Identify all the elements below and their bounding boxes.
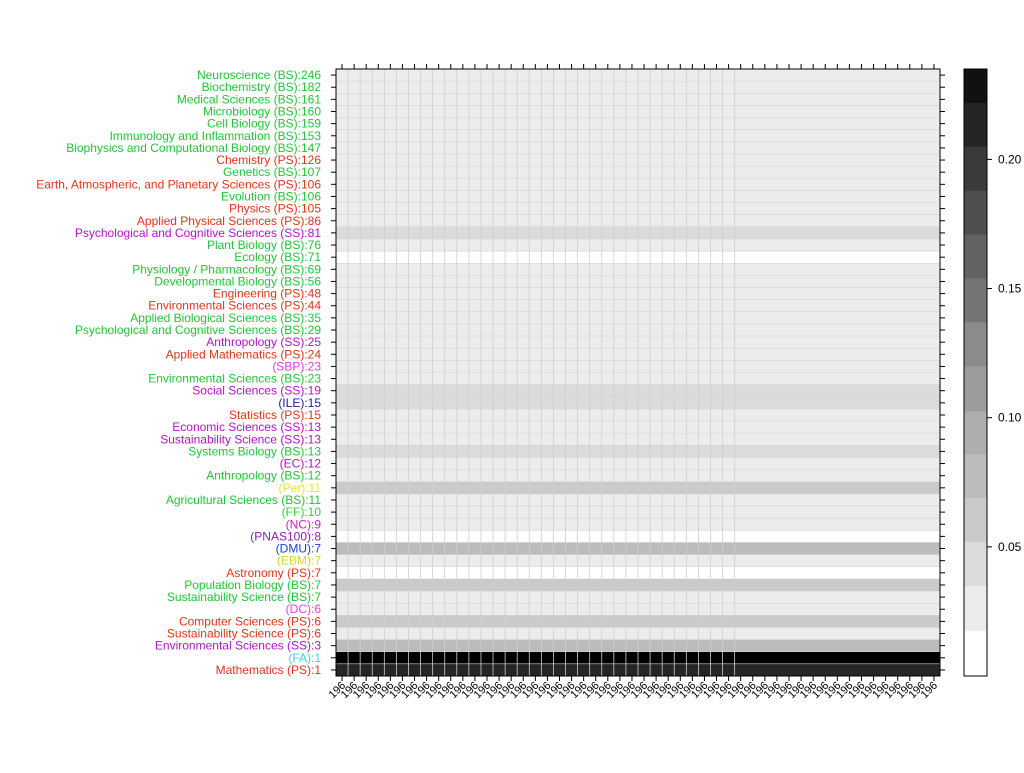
colorbar-bin <box>964 69 987 103</box>
colorbar-frame <box>963 68 988 677</box>
y-tick-label: Psychological and Cognitive Sciences (BS… <box>75 323 321 337</box>
colorbar-bin <box>964 278 987 323</box>
y-tick-label: Applied Biological Sciences (BS):35 <box>130 311 321 325</box>
colorbar-tick-label: 0.05 <box>998 540 1022 554</box>
y-tick-label: Physiology / Pharmacology (BS):69 <box>132 262 321 276</box>
y-tick-label: (FF):10 <box>282 505 322 519</box>
y-tick-label: Earth, Atmospheric, and Planetary Scienc… <box>36 177 321 191</box>
x-ticks <box>341 64 935 681</box>
x-labels: 1961961961961961961961961961961961961961… <box>327 680 940 701</box>
colorbar-bin <box>964 411 987 455</box>
y-tick-label: Developmental Biology (BS):56 <box>154 274 321 288</box>
y-tick-label: Environmental Sciences (SS):3 <box>155 639 321 653</box>
colorbar-bin <box>964 190 987 235</box>
colorbar-bin <box>964 234 987 279</box>
colorbar-tick-label: 0.15 <box>998 282 1022 296</box>
y-tick-label: Biochemistry (BS):182 <box>202 80 322 94</box>
plot-frame <box>335 68 941 677</box>
y-tick-label: Immunology and Inflammation (BS):153 <box>110 129 322 143</box>
y-tick-label: Systems Biology (BS):13 <box>188 444 321 458</box>
y-tick-label: Astronomy (PS):7 <box>226 566 321 580</box>
y-tick-label: (NC):9 <box>286 517 322 531</box>
y-tick-label: Cell Biology (BS):159 <box>207 117 321 131</box>
y-tick-label: Medical Sciences (BS):161 <box>177 92 321 106</box>
y-tick-label: Sustainability Science (PS):6 <box>167 627 321 641</box>
y-tick-label: Microbiology (BS):160 <box>203 104 321 118</box>
y-tick-label: Social Sciences (SS):19 <box>192 384 321 398</box>
y-tick-label: Neuroscience (BS):246 <box>197 68 321 82</box>
y-tick-label: Evolution (BS):106 <box>221 189 321 203</box>
y-ticks <box>331 74 945 671</box>
colorbar: 0.05 0.10 0.15 0.20 <box>963 68 1022 677</box>
y-tick-label: Plant Biology (BS):76 <box>207 238 321 252</box>
y-tick-label: Computer Sciences (PS):6 <box>179 614 321 628</box>
y-tick-label: Engineering (PS):48 <box>213 287 321 301</box>
y-tick-label: (EBM):7 <box>277 554 321 568</box>
y-tick-label: (DC):6 <box>286 602 322 616</box>
y-tick-label: Environmental Sciences (BS):23 <box>148 372 321 386</box>
y-tick-label: Psychological and Cognitive Sciences (SS… <box>75 226 321 240</box>
y-tick-label: Mathematics (PS):1 <box>216 663 322 677</box>
y-tick-label: (ILE):15 <box>278 396 321 410</box>
y-tick-label: (EC):12 <box>280 457 322 471</box>
colorbar-tick-label: 0.10 <box>998 411 1022 425</box>
colorbar-bin <box>964 322 987 367</box>
y-tick-label: (SBP):23 <box>272 359 321 373</box>
colorbar-bin <box>964 102 987 147</box>
y-tick-label: Ecology (BS):71 <box>234 250 321 264</box>
colorbar-bin <box>964 630 987 677</box>
heatmap-grid <box>336 69 940 676</box>
y-tick-label: Biophysics and Computational Biology (BS… <box>66 141 321 155</box>
colorbar-bin <box>964 453 987 499</box>
y-tick-label: Statistics (PS):15 <box>229 408 321 422</box>
y-tick-label: Genetics (BS):107 <box>223 165 321 179</box>
colorbar-bin <box>964 146 987 191</box>
colorbar-bin <box>964 497 987 542</box>
y-tick-label: Population Biology (BS):7 <box>184 578 321 592</box>
colorbar-bin <box>964 541 987 586</box>
y-tick-label: Sustainability Science (SS):13 <box>160 432 321 446</box>
y-tick-label: Economic Sciences (SS):13 <box>172 420 321 434</box>
y-tick-label: Anthropology (SS):25 <box>206 335 321 349</box>
y-tick-label: (FA):1 <box>288 651 321 665</box>
y-tick-label: Applied Physical Sciences (PS):86 <box>137 214 321 228</box>
y-tick-label: Agricultural Sciences (BS):11 <box>166 493 322 507</box>
y-tick-label: Physics (PS):105 <box>229 202 321 216</box>
colorbar-bin <box>964 585 987 632</box>
y-tick-label: (Per):11 <box>279 481 322 495</box>
y-tick-label: Anthropology (BS):12 <box>206 469 321 483</box>
y-tick-label: (DMU):7 <box>276 542 322 556</box>
y-tick-label: (PNAS100):8 <box>250 529 321 543</box>
colorbar-bin <box>964 366 987 412</box>
y-tick-label: Sustainability Science (BS):7 <box>167 590 321 604</box>
y-tick-label: Environmental Sciences (PS):44 <box>148 299 321 313</box>
colorbar-tick-label: 0.20 <box>998 152 1022 166</box>
y-tick-label: Chemistry (PS):126 <box>216 153 321 167</box>
y-tick-label: Applied Mathematics (PS):24 <box>166 347 322 361</box>
